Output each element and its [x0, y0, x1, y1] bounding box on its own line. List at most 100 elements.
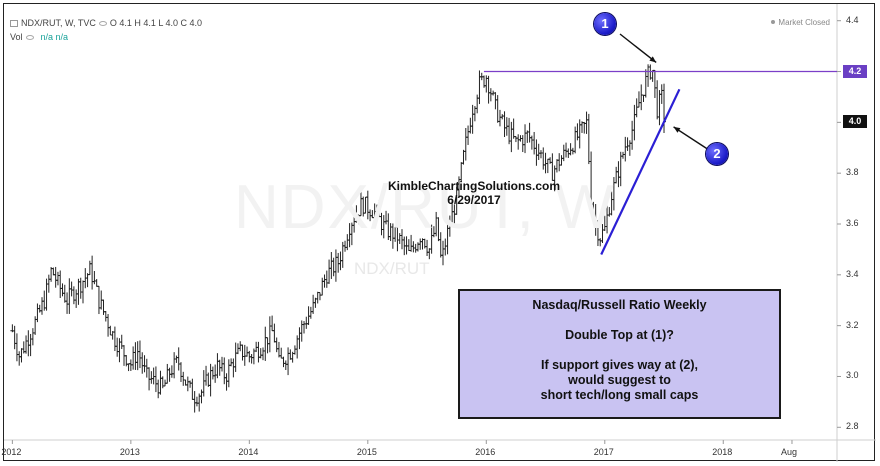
- ohlc-bar: [103, 311, 108, 322]
- ohlc-bar: [267, 316, 272, 353]
- ohlc-bar: [233, 342, 238, 372]
- annotation-trade: short tech/long small caps: [540, 388, 699, 402]
- ohlc-bar: [53, 266, 58, 288]
- ohlc-bar: [279, 347, 284, 359]
- ohlc-bar: [520, 135, 525, 153]
- ohlc-bar: [475, 94, 480, 114]
- ohlc-bar: [65, 292, 70, 314]
- price-chart[interactable]: [4, 4, 876, 462]
- ohlc-bar: [74, 289, 79, 308]
- ohlc-bar: [270, 315, 275, 332]
- ohlc-bar: [206, 372, 211, 387]
- ohlc-bar: [655, 80, 660, 120]
- ohlc-bar: [153, 366, 158, 393]
- ohlc-bar: [156, 379, 161, 399]
- ohlc-bar: [311, 294, 316, 314]
- watermark-symbol-small: NDX/RUT: [354, 259, 430, 278]
- y-tick-label: 3.6: [846, 218, 859, 228]
- ohlc-bar: [14, 333, 19, 362]
- ohlc-bar: [536, 143, 541, 161]
- ohlc-bar: [302, 321, 307, 334]
- ohlc-bar: [12, 325, 17, 350]
- ohlc-bar: [188, 380, 193, 388]
- ohlc-bar: [112, 326, 117, 352]
- ohlc-bar: [470, 104, 475, 134]
- ohlc-bar: [249, 354, 254, 364]
- callout-2-arrow: [673, 126, 710, 151]
- visibility-icon[interactable]: [25, 35, 34, 40]
- ohlc-bar: [87, 260, 92, 276]
- visibility-icon[interactable]: [98, 21, 107, 26]
- ohlc-bar: [178, 362, 183, 382]
- ohlc-bar: [208, 363, 213, 397]
- ohlc-bar: [616, 161, 621, 188]
- ohlc-bar: [545, 158, 550, 174]
- ohlc-bar: [333, 249, 338, 282]
- callout-1-badge: 1: [594, 13, 616, 35]
- ohlc-bar: [652, 69, 657, 99]
- ohlc-bar: [67, 278, 72, 314]
- ohlc-bar: [35, 303, 40, 323]
- brand-site: KimbleChartingSolutions.com: [387, 179, 560, 193]
- ohlc-bar: [204, 365, 209, 386]
- ohlc-bar: [283, 360, 288, 370]
- symbol-header[interactable]: NDX/RUT, W, TVC O 4.1 H 4.1 L 4.0 C 4.0: [10, 18, 202, 28]
- ohlc-bar: [226, 359, 231, 388]
- ohlc-bar: [274, 337, 279, 353]
- annotation-condition: If support gives way at (2),: [541, 358, 698, 372]
- ohlc-bar: [566, 148, 571, 158]
- y-tick-label: 3.2: [846, 319, 859, 330]
- ohlc-bar: [636, 91, 641, 108]
- ohlc-bar: [71, 286, 76, 305]
- ohlc-bar: [126, 363, 131, 372]
- volume-header[interactable]: Vol n/a n/a: [10, 32, 68, 42]
- ohlc-bar: [172, 352, 177, 379]
- ohlc-bar: [176, 347, 181, 371]
- ohlc-bar: [131, 346, 136, 370]
- ohlc-bar: [245, 346, 250, 357]
- ohlc-bar: [69, 281, 74, 297]
- brand-date: 6/29/2017: [447, 193, 501, 207]
- ohlc-bar: [17, 351, 22, 366]
- brand-label: KimbleChartingSolutions.com 6/29/2017: [374, 179, 574, 207]
- arrow-shaft: [673, 126, 710, 151]
- ohlc-bar: [28, 333, 33, 357]
- ohlc-bar: [413, 243, 418, 253]
- collapse-icon[interactable]: [10, 20, 18, 27]
- ohlc-bar: [19, 348, 24, 363]
- ohlc-bar: [55, 271, 60, 286]
- ohlc-bar: [415, 242, 420, 252]
- ohlc-bar: [304, 316, 309, 329]
- y-tick-label: 3.8: [846, 167, 859, 178]
- ohlc-bar: [151, 367, 156, 385]
- ohlc-bar: [507, 117, 512, 145]
- callout-1-arrow: [619, 33, 657, 63]
- y-tick-label: 4.4: [846, 14, 859, 25]
- ohlc-bar: [30, 328, 35, 346]
- ohlc-bar: [557, 153, 562, 172]
- ohlc-bar: [299, 320, 304, 342]
- ohlc-bar: [627, 140, 632, 156]
- ohlc-bar: [324, 270, 329, 288]
- annotation-question: Double Top at (1)?: [565, 328, 674, 342]
- ohlc-bar: [538, 150, 543, 159]
- ohlc-bar: [657, 90, 662, 126]
- ohlc-bar: [292, 345, 297, 355]
- ohlc-bar: [532, 131, 537, 155]
- ohlc-bar: [199, 389, 204, 404]
- ohlc-bar: [484, 75, 489, 93]
- ohlc-values: O 4.1 H 4.1 L 4.0 C 4.0: [109, 18, 203, 28]
- ohlc-bar: [329, 252, 334, 279]
- ohlc-bar: [564, 142, 569, 158]
- ohlc-bar: [108, 325, 113, 336]
- ohlc-bar: [276, 341, 281, 358]
- ohlc-bar: [238, 341, 243, 352]
- ohlc-bar: [527, 122, 532, 143]
- ohlc-bar: [561, 144, 566, 162]
- ohlc-bar: [39, 297, 44, 315]
- ohlc-bar: [477, 70, 482, 105]
- ohlc-bar: [511, 118, 516, 139]
- ohlc-bar: [575, 123, 580, 141]
- y-tick-label: 3.4: [846, 268, 859, 279]
- ohlc-bar: [119, 334, 124, 350]
